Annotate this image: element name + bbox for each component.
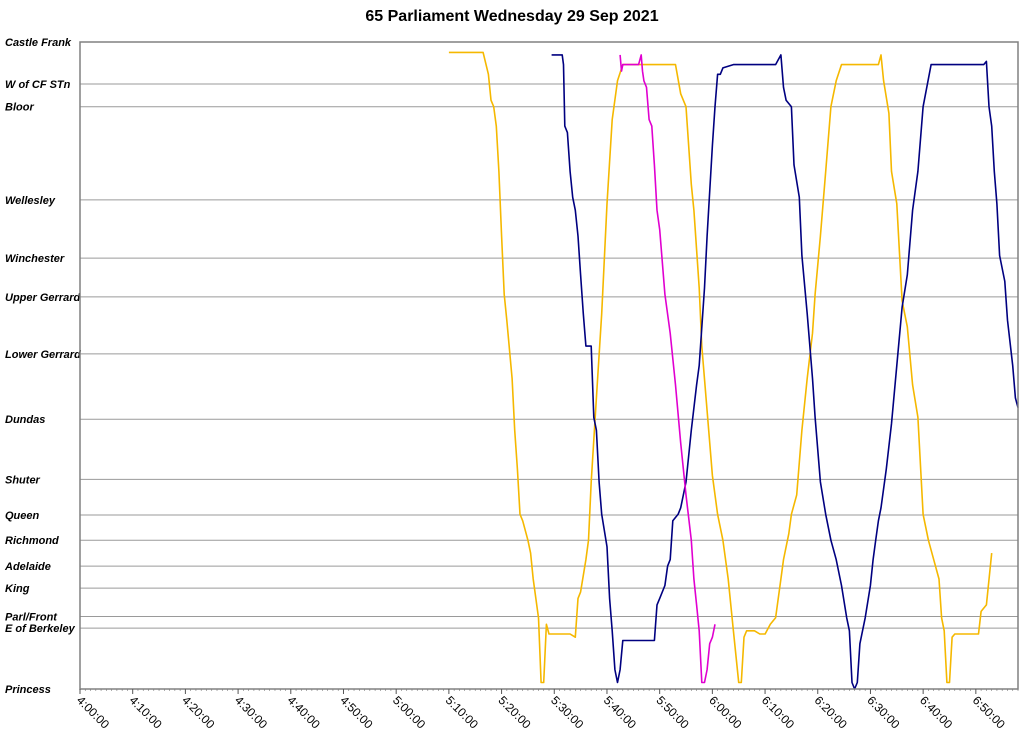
x-tick-label: 5:20:00 (495, 693, 533, 731)
x-tick-label: 5:50:00 (654, 693, 692, 731)
x-tick-label: 5:10:00 (443, 693, 481, 731)
stop-label: Adelaide (4, 561, 51, 573)
stop-label: Queen (5, 510, 40, 522)
x-tick-label: 6:10:00 (759, 693, 797, 731)
x-tick-label: 6:40:00 (917, 693, 955, 731)
stop-label: Richmond (5, 535, 59, 547)
series-line (619, 54, 716, 684)
stop-label: Upper Gerrard (5, 292, 80, 304)
x-tick-label: 4:10:00 (127, 693, 165, 731)
stop-label: King (5, 583, 30, 595)
stop-label: Princess (5, 684, 51, 696)
x-tick-label: 6:20:00 (812, 693, 850, 731)
stop-label: E of Berkeley (5, 623, 76, 635)
x-tick-label: 6:30:00 (864, 693, 902, 731)
stop-labels: Castle Frank W of CF STn Bloor Wellesley Win… (4, 37, 81, 696)
plot-frame (79, 41, 1019, 690)
stop-label: Shuter (5, 474, 41, 486)
x-tick-label: 4:50:00 (337, 693, 375, 731)
stop-label: Wellesley (5, 195, 56, 207)
x-tick-label: 4:30:00 (232, 693, 270, 731)
series-line (448, 51, 993, 684)
x-tick-label: 6:00:00 (706, 693, 744, 731)
x-tick-label: 4:20:00 (179, 693, 217, 731)
stop-label: Bloor (5, 102, 34, 114)
stop-label: Lower Gerrard (5, 349, 81, 361)
x-tick-label: 5:00:00 (390, 693, 428, 731)
series-line (551, 54, 1019, 690)
stop-label: W of CF STn (5, 79, 71, 91)
chart-title: 65 Parliament Wednesday 29 Sep 2021 (365, 8, 659, 25)
x-tick-label: 4:40:00 (285, 693, 323, 731)
stop-label: Dundas (5, 414, 45, 426)
series-layer (448, 51, 1019, 690)
stop-label: Parl/Front (5, 612, 58, 624)
stop-label: Castle Frank (5, 37, 72, 49)
x-tick-label: 6:50:00 (970, 693, 1008, 731)
x-tick-label: 4:00:00 (74, 693, 112, 731)
x-tick-label: 5:30:00 (548, 693, 586, 731)
grid-layer (80, 83, 1018, 629)
stop-label: Winchester (5, 253, 65, 265)
x-tick-label: 5:40:00 (601, 693, 639, 731)
